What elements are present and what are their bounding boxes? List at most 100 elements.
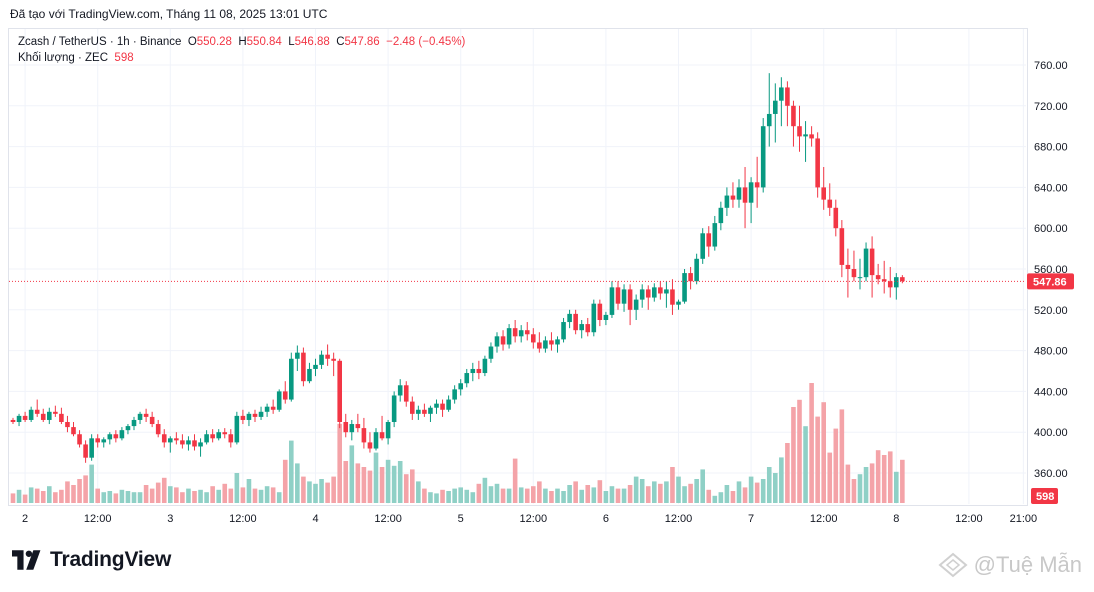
- candle-body: [379, 432, 385, 439]
- volume-bar: [192, 491, 197, 503]
- candle-body: [645, 289, 651, 298]
- volume-bar: [295, 463, 300, 503]
- volume-bar: [869, 463, 875, 503]
- tradingview-brand[interactable]: TradingView: [12, 548, 171, 572]
- candle-body: [95, 438, 100, 443]
- candle-body: [210, 434, 215, 439]
- volume-bar: [664, 481, 669, 503]
- volume-bar: [234, 473, 240, 503]
- candle-body: [192, 440, 197, 447]
- volume-label[interactable]: Khối lượng · ZEC: [18, 52, 109, 64]
- volume-bar: [748, 476, 754, 503]
- volume-bar: [107, 491, 113, 503]
- volume-bar: [119, 489, 125, 503]
- volume-bar: [210, 486, 215, 503]
- candle-body: [494, 336, 500, 347]
- volume-bar: [797, 399, 802, 503]
- candle-body: [869, 248, 875, 276]
- candle-body: [730, 195, 736, 200]
- candle-body: [785, 87, 790, 106]
- time-tick-label: 12:00: [520, 513, 548, 525]
- volume-bar: [621, 488, 627, 503]
- volume-bar: [766, 467, 772, 503]
- time-axis[interactable]: 2 12:00 3 12:00 4 12:00 5 12:00 6 12:00 7 12:00 8 12:…: [22, 513, 1037, 525]
- candle-body: [664, 289, 669, 294]
- volume-bar: [307, 481, 312, 503]
- candle-body: [47, 411, 52, 420]
- candle-body: [766, 113, 772, 127]
- candle-body: [10, 419, 16, 422]
- candle-body: [246, 413, 252, 420]
- symbol-title[interactable]: Zcash / TetherUS · 1h · Binance: [18, 36, 182, 48]
- candle-body: [887, 281, 893, 288]
- volume-bar: [361, 467, 367, 503]
- candle-body: [204, 434, 209, 443]
- volume-bar: [131, 492, 137, 503]
- price-tick-label: 720.00: [1034, 101, 1068, 113]
- volume-bar: [143, 485, 149, 503]
- candle-body: [857, 277, 863, 279]
- candle-body: [186, 440, 191, 445]
- volume-bar: [149, 488, 155, 503]
- candle-body: [313, 364, 318, 369]
- candle-body: [34, 409, 40, 414]
- volume-bar: [881, 455, 887, 503]
- volume-bar: [428, 492, 433, 503]
- volume-bar: [718, 492, 724, 503]
- volume-bar: [470, 492, 476, 503]
- price-tick-label: 520.00: [1034, 305, 1068, 317]
- price-axis[interactable]: 360.00 400.00 440.00 480.00 520.00 560.00 600.…: [1027, 60, 1074, 504]
- volume-bar: [900, 459, 905, 503]
- candle-body: [476, 368, 482, 374]
- candle-body: [670, 289, 675, 305]
- volume-bar: [397, 461, 403, 503]
- volume-bar: [537, 481, 542, 503]
- volume-bar: [343, 461, 349, 503]
- candle-body: [464, 373, 470, 384]
- candle-body: [797, 126, 802, 137]
- candle-body: [470, 368, 476, 374]
- volume-bar: [180, 492, 185, 503]
- candle-body: [410, 401, 415, 414]
- candle-body: [349, 424, 355, 433]
- volume-bar: [282, 459, 288, 503]
- candle-body: [59, 413, 64, 422]
- candle-body: [422, 409, 427, 414]
- candle-body: [815, 138, 820, 188]
- candle-body: [77, 434, 82, 445]
- volume-bar: [773, 473, 778, 503]
- candle-body: [71, 427, 76, 435]
- candle-body: [543, 340, 548, 349]
- volume-bar: [246, 479, 252, 503]
- volume-bar: [89, 464, 94, 503]
- volume-bar: [22, 494, 28, 503]
- candle-body: [585, 324, 591, 333]
- candle-body: [549, 340, 554, 345]
- candle-body: [809, 134, 814, 139]
- volume-bar: [627, 485, 633, 503]
- last-volume-tag: [1031, 488, 1058, 504]
- candle-body: [143, 413, 149, 417]
- volume-bar: [452, 488, 457, 503]
- price-candles: [10, 73, 905, 463]
- candlestick-chart[interactable]: 360.00 400.00 440.00 480.00 520.00 560.00 600.…: [0, 0, 1094, 530]
- volume-bar: [113, 493, 119, 503]
- candle-body: [561, 322, 566, 340]
- change-value: −2.48 (−0.45%): [386, 36, 466, 48]
- candle-body: [863, 248, 869, 278]
- volume-bar: [712, 495, 718, 503]
- candle-body: [161, 434, 167, 443]
- candle-body: [446, 399, 451, 410]
- last-price-tag: [1027, 273, 1074, 290]
- candle-body: [754, 182, 760, 188]
- candle-body: [609, 287, 615, 315]
- volume-bar: [77, 479, 82, 503]
- time-tick-label: 4: [312, 513, 318, 525]
- candle-body: [325, 354, 330, 359]
- candle-body: [16, 415, 22, 422]
- volume-bar: [779, 457, 784, 503]
- candle-body: [518, 330, 524, 337]
- volume-bar: [754, 482, 760, 503]
- candle-body: [760, 126, 766, 188]
- volume-bar: [652, 481, 657, 503]
